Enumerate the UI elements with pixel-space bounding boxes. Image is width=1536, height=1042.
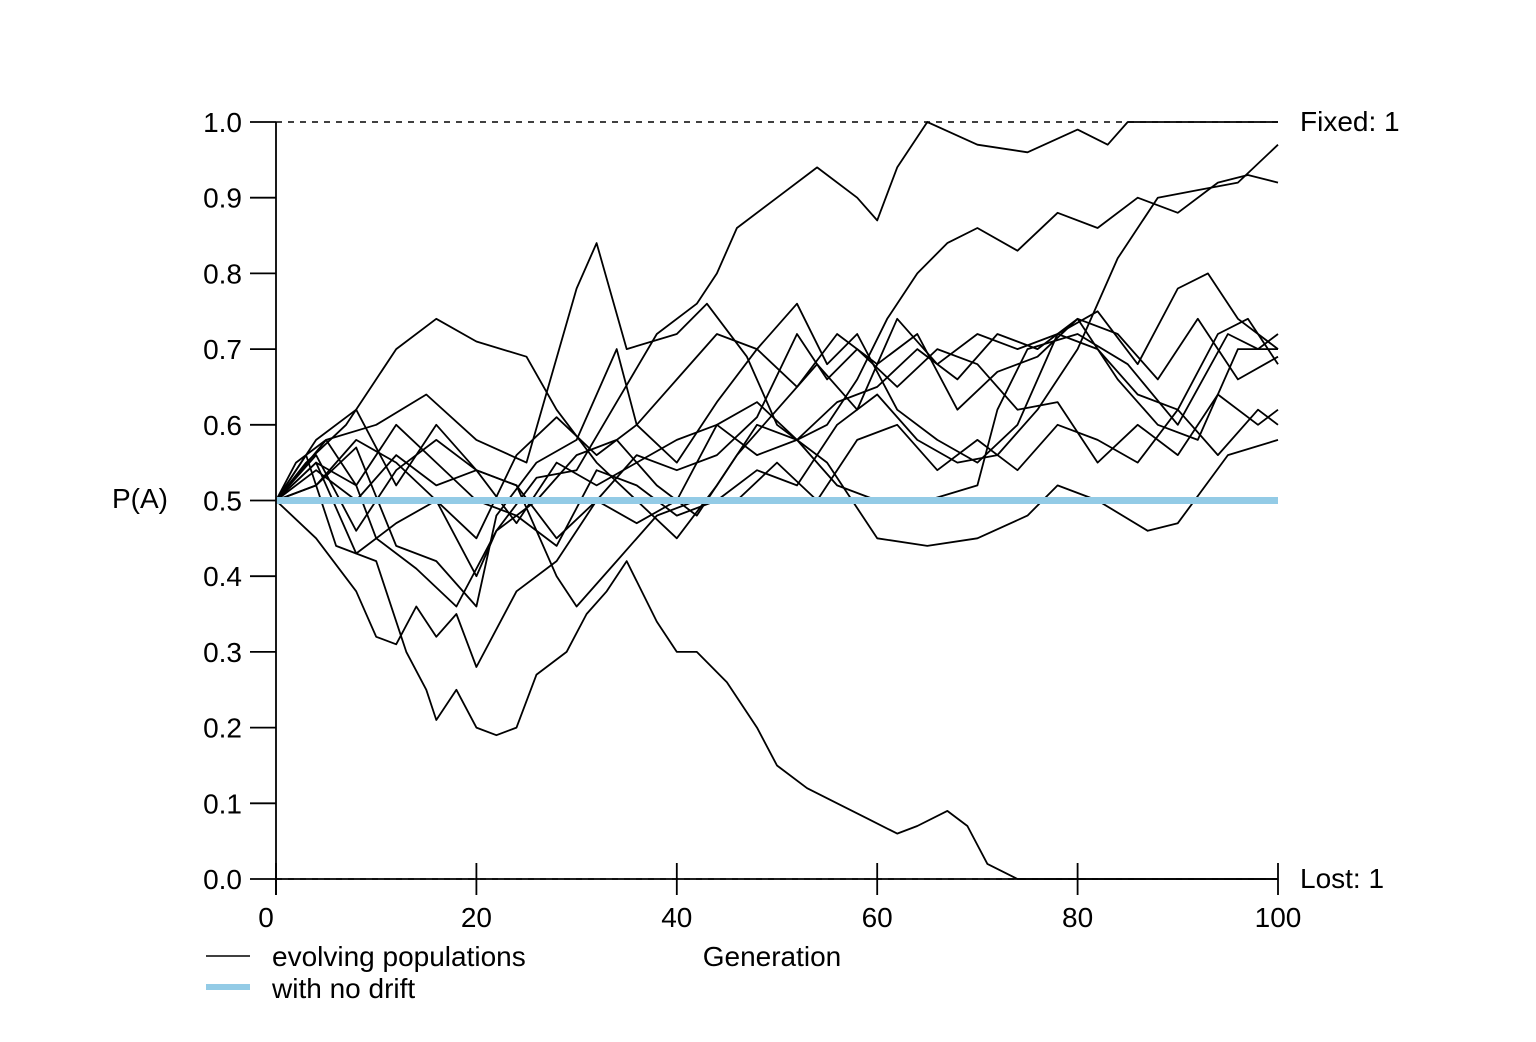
series-line-10	[275, 317, 1278, 540]
series-line-5	[275, 317, 1279, 608]
y-tick-label-5: 0.5	[203, 486, 242, 517]
y-tick-label-0: 0.0	[203, 864, 242, 895]
y-tick-label-1: 0.1	[203, 788, 242, 819]
series-line-1	[275, 317, 1279, 540]
series-line-2	[275, 272, 1279, 555]
series-line-6	[275, 121, 1278, 608]
y-tick-label-10: 1.0	[203, 107, 242, 138]
series-line-3	[275, 317, 1279, 578]
x-tick-label-2: 40	[661, 902, 692, 933]
series-layer	[275, 121, 1279, 880]
lost-label: Lost: 1	[1300, 863, 1384, 894]
y-tick-label-9: 0.9	[203, 183, 242, 214]
y-tick-label-2: 0.2	[203, 713, 242, 744]
x-axis-label: Generation	[703, 941, 842, 972]
x-tick-label-1: 20	[461, 902, 492, 933]
series-line-0	[275, 242, 1279, 547]
y-tick-label-8: 0.8	[203, 258, 242, 289]
series-line-11	[275, 408, 1279, 608]
x-tick-label-4: 80	[1062, 902, 1093, 933]
x-tick-label-5: 100	[1255, 902, 1302, 933]
legend-label-no-drift: with no drift	[271, 973, 415, 1004]
series-line-4	[275, 333, 1279, 668]
y-tick-label-4: 0.4	[203, 561, 242, 592]
fixed-label: Fixed: 1	[1300, 106, 1400, 137]
x-tick-label-0: 0	[258, 902, 274, 933]
legend: evolving populations with no drift	[206, 941, 526, 1004]
y-tick-label-6: 0.6	[203, 410, 242, 441]
legend-label-evolving: evolving populations	[272, 941, 526, 972]
y-tick-label-7: 0.7	[203, 334, 242, 365]
y-axis-label: P(A)	[112, 483, 168, 514]
x-tick-label-3: 60	[862, 902, 893, 933]
y-tick-label-3: 0.3	[203, 637, 242, 668]
axes: 0.0 0.1 0.2 0.3 0.4 0.5 0.6 0.7 0.8 0.9 1.0 0 20 40 60…	[203, 107, 1301, 933]
series-line-9	[275, 144, 1279, 547]
series-line-7	[275, 454, 1278, 880]
series-line-8	[275, 174, 1279, 525]
